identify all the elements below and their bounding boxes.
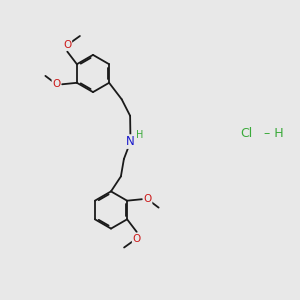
- Text: Cl: Cl: [240, 127, 252, 140]
- Text: O: O: [133, 233, 141, 244]
- Text: – H: – H: [260, 127, 283, 140]
- Text: N: N: [126, 135, 135, 148]
- Text: O: O: [143, 194, 152, 204]
- Text: O: O: [63, 40, 71, 50]
- Text: H: H: [136, 130, 143, 140]
- Text: O: O: [52, 79, 61, 89]
